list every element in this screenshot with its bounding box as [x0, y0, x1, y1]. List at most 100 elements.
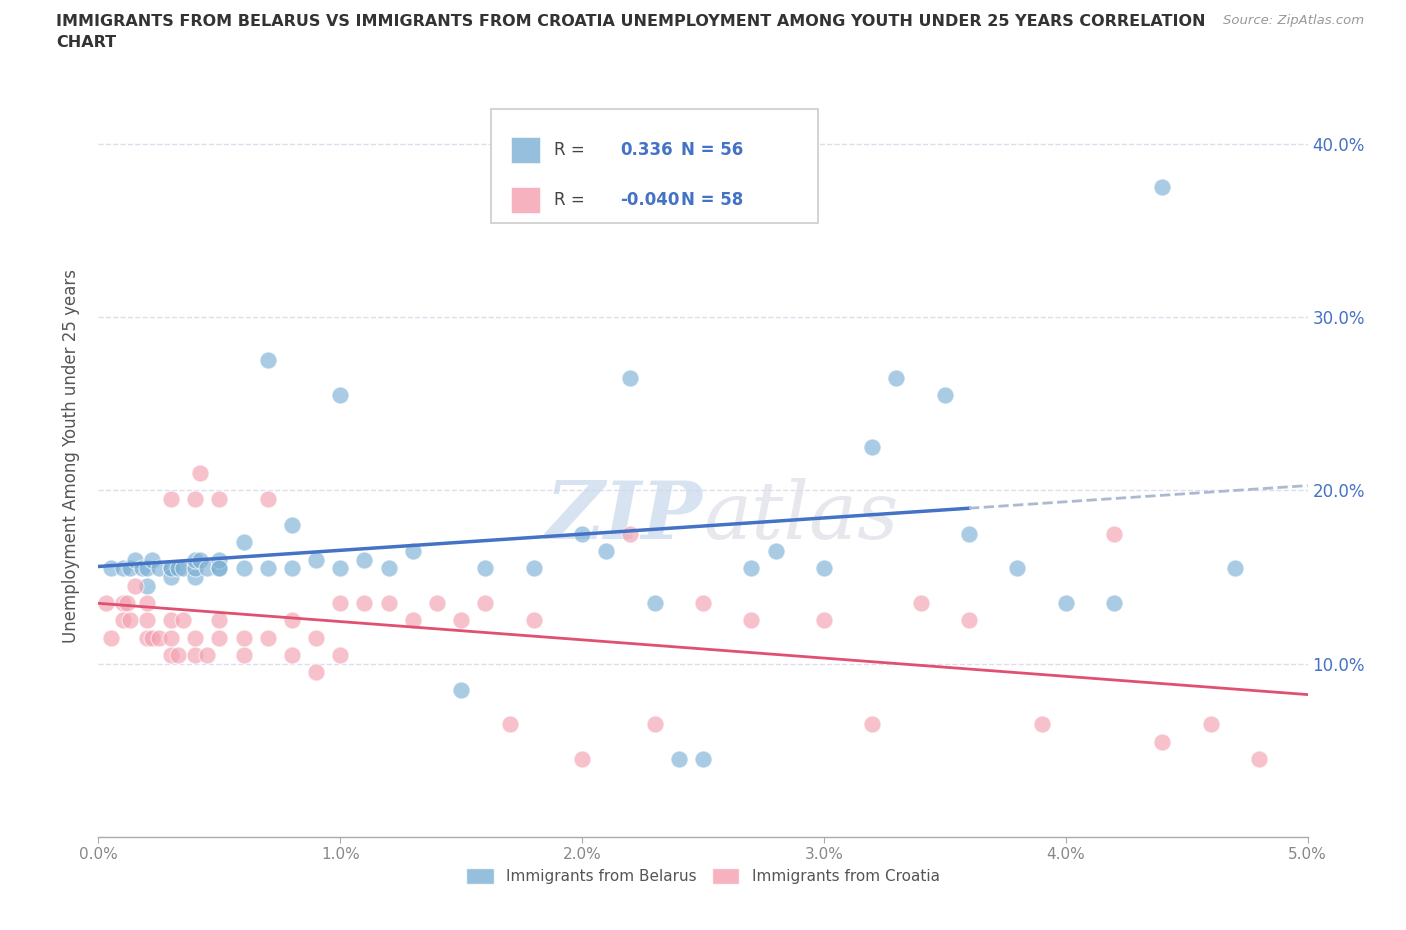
Point [124, 578, 146, 593]
Point [208, 552, 231, 567]
Point [619, 370, 641, 385]
Point [547, 197, 569, 212]
Point [595, 543, 617, 558]
Point [886, 370, 908, 385]
Point [167, 647, 190, 662]
Legend: Immigrants from Belarus, Immigrants from Croatia: Immigrants from Belarus, Immigrants from… [460, 862, 946, 890]
Point [305, 665, 328, 680]
Point [232, 535, 254, 550]
Point [305, 631, 328, 645]
Point [692, 751, 714, 766]
Point [172, 613, 194, 628]
Point [426, 595, 449, 610]
Point [644, 595, 666, 610]
Point [117, 595, 139, 610]
Point [377, 595, 399, 610]
Point [1031, 717, 1053, 732]
Point [934, 388, 956, 403]
Point [329, 595, 352, 610]
Text: N = 58: N = 58 [681, 191, 742, 209]
Point [957, 526, 980, 541]
Point [195, 647, 218, 662]
Text: IMMIGRANTS FROM BELARUS VS IMMIGRANTS FROM CROATIA UNEMPLOYMENT AMONG YOUTH UNDE: IMMIGRANTS FROM BELARUS VS IMMIGRANTS FR… [56, 14, 1206, 29]
FancyBboxPatch shape [492, 109, 818, 223]
Point [232, 631, 254, 645]
Point [208, 631, 231, 645]
Point [124, 552, 146, 567]
Point [813, 613, 835, 628]
Point [1249, 751, 1271, 766]
Point [148, 561, 170, 576]
Point [208, 613, 231, 628]
Point [644, 717, 666, 732]
Point [281, 647, 304, 662]
Point [402, 613, 425, 628]
Point [131, 561, 153, 576]
Point [692, 595, 714, 610]
Point [305, 552, 328, 567]
Point [1102, 595, 1125, 610]
Text: R =: R = [554, 141, 589, 159]
Point [860, 717, 883, 732]
Point [1054, 595, 1077, 610]
Point [160, 631, 183, 645]
Point [111, 595, 134, 610]
Point [571, 751, 593, 766]
Point [135, 561, 157, 576]
Point [1102, 526, 1125, 541]
FancyBboxPatch shape [510, 187, 540, 213]
Point [148, 631, 170, 645]
Point [1007, 561, 1029, 576]
Text: N = 56: N = 56 [681, 141, 742, 159]
Point [474, 595, 496, 610]
Text: R =: R = [554, 191, 589, 209]
Y-axis label: Unemployment Among Youth under 25 years: Unemployment Among Youth under 25 years [62, 269, 80, 643]
Point [813, 561, 835, 576]
Text: ZIP: ZIP [546, 478, 703, 555]
Point [208, 492, 231, 507]
Point [100, 561, 122, 576]
Point [184, 492, 207, 507]
Text: CHART: CHART [56, 35, 117, 50]
Point [353, 552, 375, 567]
Point [188, 466, 211, 481]
Point [184, 569, 207, 584]
Point [118, 613, 141, 628]
Point [232, 647, 254, 662]
Point [118, 561, 141, 576]
Point [208, 561, 231, 576]
Point [256, 631, 278, 645]
Point [1152, 735, 1174, 750]
Text: Source: ZipAtlas.com: Source: ZipAtlas.com [1223, 14, 1364, 27]
Point [353, 595, 375, 610]
Point [160, 492, 183, 507]
Point [195, 561, 218, 576]
Point [141, 631, 163, 645]
Point [329, 561, 352, 576]
Point [281, 613, 304, 628]
Point [135, 631, 157, 645]
Point [160, 561, 183, 576]
FancyBboxPatch shape [510, 137, 540, 163]
Point [523, 561, 546, 576]
Text: atlas: atlas [703, 478, 898, 555]
Point [141, 552, 163, 567]
Point [740, 613, 762, 628]
Point [765, 543, 787, 558]
Point [172, 561, 194, 576]
Point [377, 561, 399, 576]
Point [184, 561, 207, 576]
Point [256, 492, 278, 507]
Point [94, 595, 117, 610]
Point [860, 440, 883, 455]
Point [160, 613, 183, 628]
Point [619, 526, 641, 541]
Point [135, 578, 157, 593]
Point [1152, 179, 1174, 194]
Point [111, 613, 134, 628]
Point [160, 561, 183, 576]
Point [1199, 717, 1222, 732]
Point [281, 561, 304, 576]
Point [184, 552, 207, 567]
Point [740, 561, 762, 576]
